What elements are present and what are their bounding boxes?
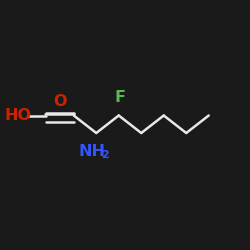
Text: O: O <box>53 94 66 109</box>
Text: HO: HO <box>4 108 32 123</box>
Text: 2: 2 <box>101 150 109 160</box>
Text: NH: NH <box>78 144 106 159</box>
Text: F: F <box>114 90 125 105</box>
